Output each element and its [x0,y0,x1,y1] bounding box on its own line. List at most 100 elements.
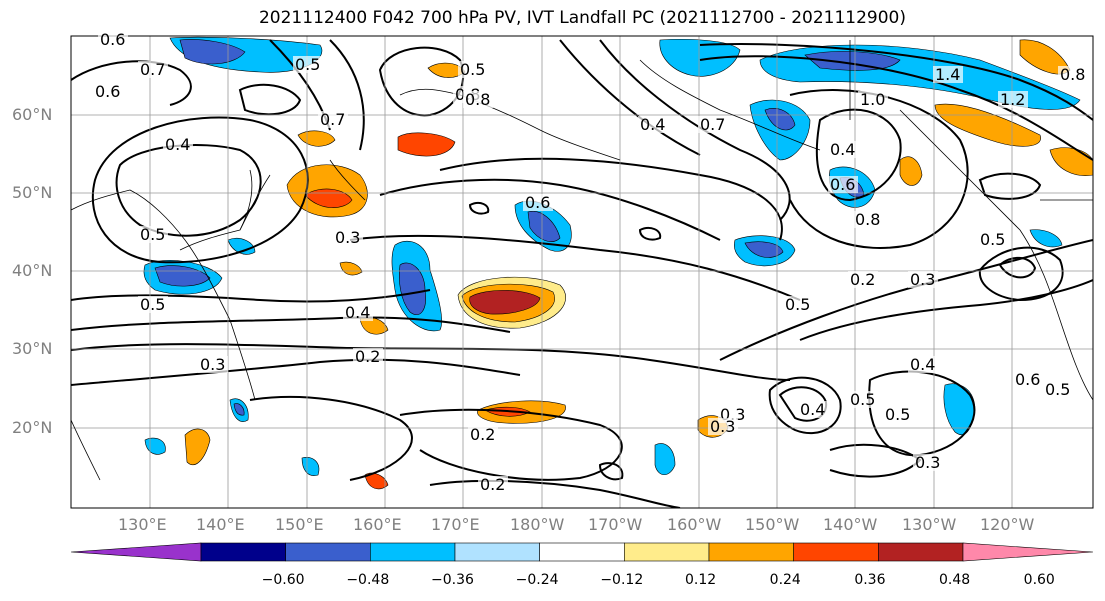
contour-label-bg [138,61,168,78]
colorbar-tick-label: −0.60 [261,572,305,588]
contour-line [71,60,192,106]
contour-label: 0.2 [480,475,505,494]
contour-label: 0.7 [320,110,345,129]
latitude-label: 30°N [12,339,53,358]
contour-label-bg [468,426,498,443]
contour-label-bg [908,356,938,373]
shade-lightblue-region [659,39,741,77]
contour-label-bg [93,83,123,100]
contour-label: 0.6 [830,175,855,194]
contour-label-bg [98,31,128,48]
shade-red-region [304,188,353,208]
contour-label: 0.2 [470,425,495,444]
shade-blue-region [179,39,246,65]
contour-label-bg [998,91,1028,108]
colorbar-segment [454,542,540,562]
contour-label: 0.7 [140,60,165,79]
longitude-label: 130°E [118,515,167,534]
contour-line [71,316,511,333]
contour-label-bg [908,271,938,288]
contour-line [699,43,1093,121]
shade-lightblue-region [301,457,320,476]
colorbar-segment [285,542,371,562]
contour-label-bg [883,406,913,423]
shade-lightblue-region [227,238,256,255]
shade-blue-region [744,241,784,258]
map-border [70,35,1094,509]
contour-label: 0.3 [910,270,935,289]
colorbar-extend-min [70,542,202,562]
colorbar [70,542,1094,562]
coastline [639,59,821,151]
longitude-label: 160°E [353,515,402,534]
contour-label: 0.4 [910,355,935,374]
colorbar-segment [793,542,879,562]
contour-line [699,55,1093,161]
colorbar-tick-label: −0.48 [346,572,390,588]
contour-label: 0.6 [525,193,550,212]
contour-label: 1.4 [935,65,960,84]
coastline [399,88,621,161]
longitude-label: 140°E [196,515,245,534]
pv-contours [71,39,1093,508]
contour-line [978,246,1064,302]
contour-line [429,479,681,508]
longitude-label: 150°W [745,515,800,534]
coastline [239,169,253,231]
contour-line [998,256,1037,279]
contour-label-bg [1043,381,1073,398]
contour-line [71,289,431,303]
colorbar-tick-label: 0.24 [769,572,801,588]
contour-label: 0.4 [165,135,190,154]
contour-label: 0.6 [95,82,120,101]
contour-label-bg [798,401,828,418]
contour-label: 0.5 [140,225,165,244]
contour-label: 0.4 [345,303,370,322]
contour-label: 0.6 [1015,370,1040,389]
contour-label-bg [333,229,363,246]
coastline [329,159,366,201]
longitude-label: 130°W [902,515,957,534]
contour-label: 0.5 [885,405,910,424]
contour-line [799,279,1093,341]
contour-label-bg [458,61,488,78]
contour-label-bg [933,66,963,83]
contour-label-bg [353,348,383,365]
longitude-label: 180°W [510,515,565,534]
contour-label: 0.8 [855,210,880,229]
contour-label: 0.5 [785,295,810,314]
contour-line [598,462,624,481]
colorbar-tick-label: −0.24 [515,572,559,588]
contour-line [91,116,309,264]
colorbar-segment [624,542,710,562]
contour-label-bg [138,226,168,243]
longitude-label: 140°W [823,515,878,534]
contour-line [329,39,365,151]
colorbar-segment [370,542,456,562]
contour-label-bg [783,296,813,313]
contour-label-bg [978,231,1008,248]
contour-label-bg [1013,371,1043,388]
shade-blue-region [233,403,245,416]
colorbar-tick-label: −0.36 [431,572,474,588]
contour-label: 0.5 [1045,380,1070,399]
contour-label-bg [343,304,373,321]
shade-darkred-region [469,290,541,315]
coastline [899,109,1093,401]
contour-label-bg [293,56,323,73]
shade-lightblue-region [654,443,676,476]
contour-label-bg [913,454,943,471]
contour-label-bg [318,111,348,128]
contour-label: 0.4 [830,140,855,159]
contour-label: 0.3 [200,355,225,374]
colorbar-extend-max [962,542,1094,562]
contour-line [559,39,701,156]
contour-label-bg [638,116,668,133]
contour-label: 0.8 [465,90,490,109]
contour-label: 0.2 [355,347,380,366]
contour-line [349,234,801,301]
contour-label-bg [828,176,858,193]
contour-label-bg [848,271,878,288]
contour-line [638,227,662,241]
